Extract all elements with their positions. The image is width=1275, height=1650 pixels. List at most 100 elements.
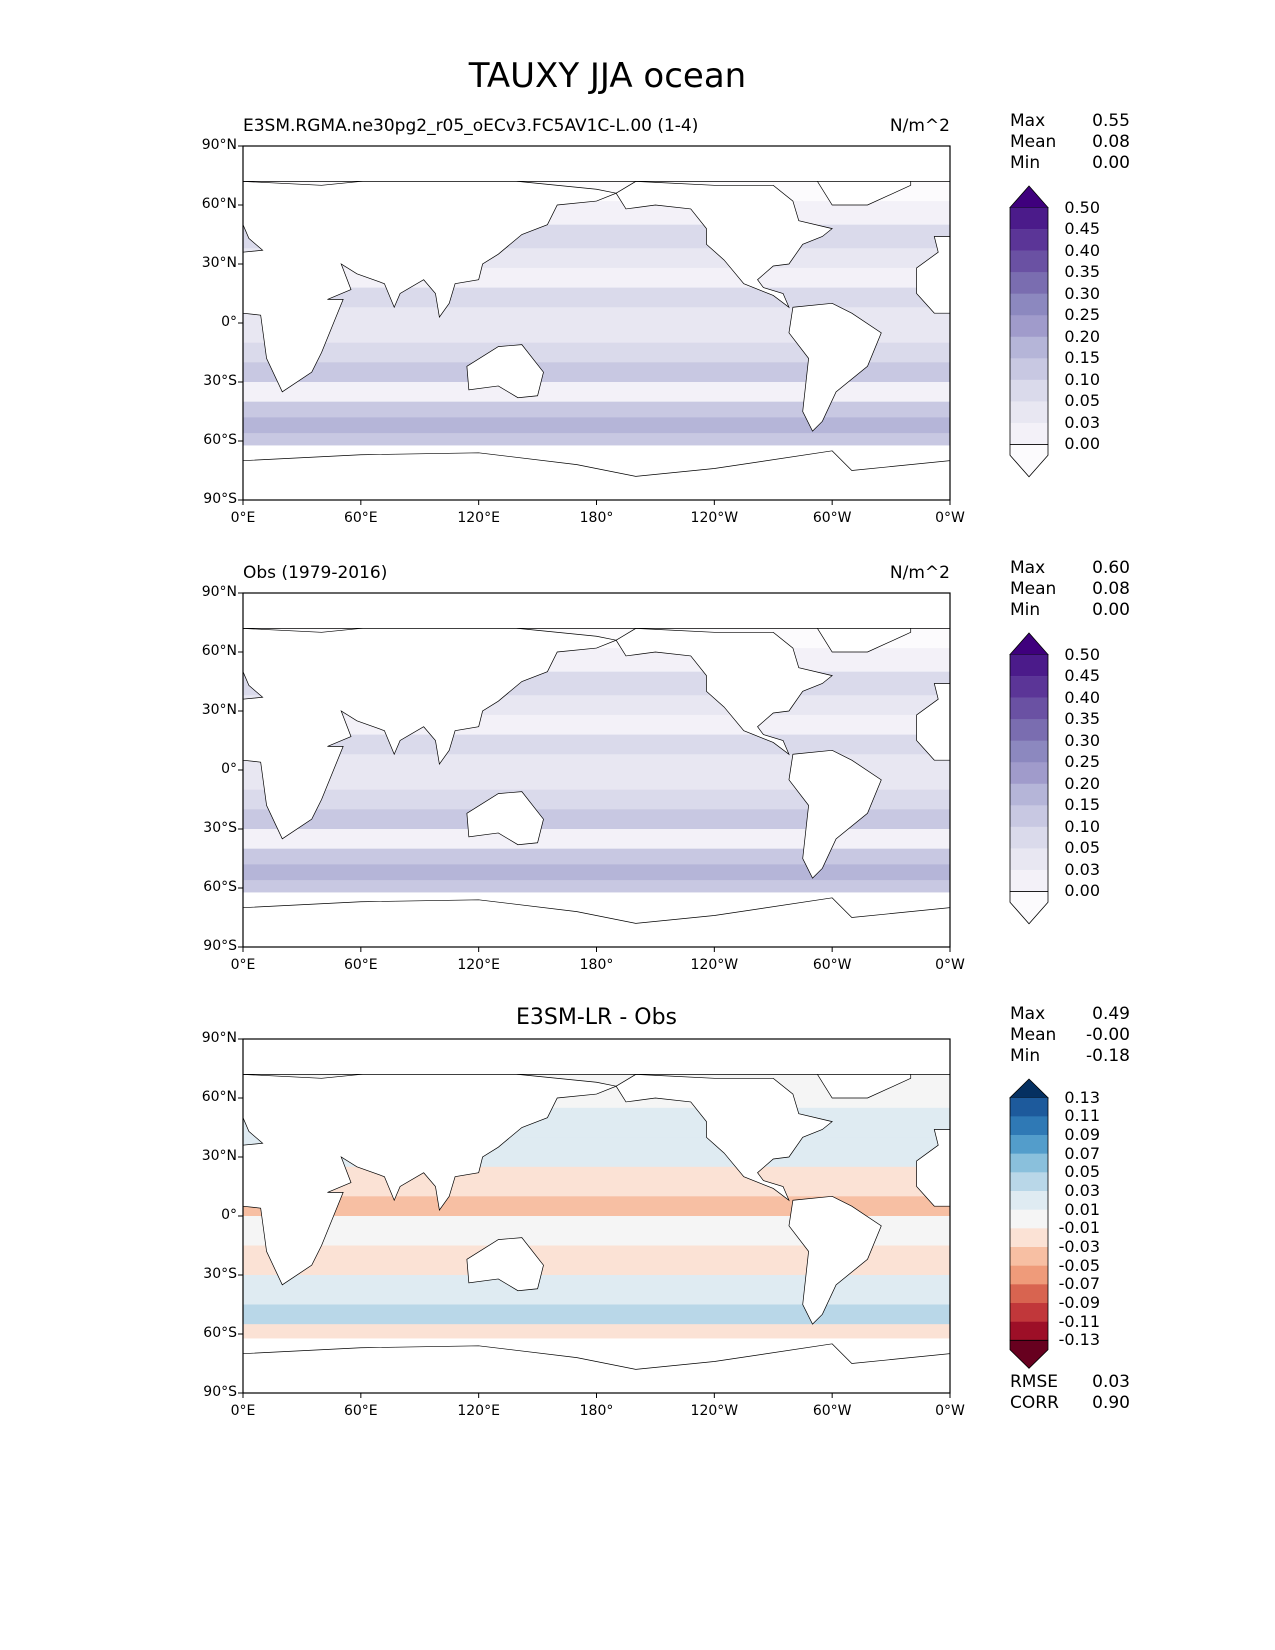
figure-title: TAUXY JJA ocean (468, 56, 747, 96)
lon-tick-label: 0°E (230, 510, 256, 526)
stat-value-mean: 0.08 (1092, 579, 1130, 599)
colorbar-segment (1010, 401, 1048, 424)
lon-tick-label: 60°E (343, 1403, 378, 1419)
stat-value-min: 0.00 (1092, 153, 1130, 173)
colorbar-segment (1010, 1191, 1048, 1210)
contour-band (243, 809, 950, 830)
lat-tick-label: 90°N (201, 137, 237, 153)
colorbar-segment (1010, 379, 1048, 402)
colorbar-segment (1010, 1228, 1048, 1248)
stat-label-mean: Mean (1010, 579, 1057, 599)
map-panel-3 (238, 1038, 951, 1398)
contour-band (243, 848, 950, 865)
colorbar-tick-label: 0.03 (1064, 412, 1100, 432)
units-label: N/m^2 (889, 563, 950, 583)
contour-band (243, 864, 950, 881)
lon-tick-label: 60°W (812, 1403, 852, 1419)
colorbar-tick-label: -0.09 (1058, 1293, 1100, 1312)
lat-tick-label: 60°S (203, 879, 237, 895)
contour-band (243, 401, 950, 418)
colorbar-tick-label: 0.05 (1064, 1162, 1100, 1182)
colorbar-segment (1010, 1321, 1048, 1341)
colorbar (1009, 1078, 1049, 1369)
colorbar-tick-label: 0.15 (1064, 795, 1100, 815)
lat-tick-label: 60°S (203, 1325, 237, 1341)
lon-tick-label: 0°W (935, 510, 965, 526)
colorbar-extend-max (1009, 185, 1049, 208)
colorbar-tick-label: 0.03 (1064, 1181, 1100, 1200)
colorbar-tick-label: 0.10 (1064, 369, 1100, 389)
contour-band (243, 342, 950, 363)
colorbar-extend-max (1009, 1078, 1049, 1099)
lat-tick-label: 90°S (203, 1384, 237, 1400)
continent-outline (916, 1129, 951, 1207)
lat-tick-label: 0° (221, 1207, 237, 1223)
panel-title: E3SM.RGMA.ne30pg2_r05_oECv3.FC5AV1C-L.00… (243, 116, 699, 136)
continent-outline (242, 169, 618, 393)
continent-outline (916, 683, 951, 761)
colorbar-segment (1010, 1303, 1048, 1322)
colorbar-segment (1010, 250, 1048, 273)
colorbar-segment (1010, 805, 1048, 828)
colorbar-segment (1010, 719, 1048, 741)
contour-band (243, 382, 950, 403)
map-panel-1 (238, 145, 951, 505)
colorbar-tick-label: 0.20 (1064, 326, 1100, 346)
colorbar-tick-label: 0.11 (1064, 1106, 1100, 1126)
contour-band (243, 770, 950, 791)
continent-outline (466, 344, 544, 399)
lon-tick-label: 0°E (230, 1403, 256, 1419)
colorbar-segment (1010, 1116, 1048, 1136)
colorbar-segment (1010, 1247, 1048, 1266)
stat-label-rmse: RMSE (1010, 1372, 1059, 1392)
stat-value-max: 0.60 (1092, 558, 1130, 578)
continent-outline (916, 236, 951, 314)
lon-tick-label: 180° (579, 957, 614, 973)
continent-outline (242, 616, 618, 840)
colorbar-tick-label: 0.05 (1064, 391, 1100, 411)
stat-value-min: 0.00 (1092, 600, 1130, 620)
stat-value-mean: 0.08 (1092, 132, 1130, 152)
colorbar-tick-label: 0.40 (1064, 687, 1100, 707)
lat-tick-label: 60°N (201, 643, 237, 659)
lat-tick-label: 30°N (201, 255, 237, 271)
continent-outline (242, 450, 951, 501)
contour-band (243, 1304, 950, 1325)
colorbar-tick-label: 0.50 (1064, 644, 1100, 664)
colorbar-segment (1010, 676, 1048, 698)
colorbar (1009, 185, 1049, 478)
contour-band (243, 433, 950, 446)
continent-outline (242, 897, 951, 948)
stat-value-min: -0.18 (1086, 1046, 1130, 1066)
colorbar-tick-label: 0.25 (1064, 305, 1100, 325)
stat-label-corr: CORR (1010, 1393, 1059, 1413)
units-label: N/m^2 (889, 116, 950, 136)
colorbar-tick-label: 0.30 (1064, 730, 1100, 750)
lat-tick-label: 90°N (201, 1030, 237, 1046)
colorbar-tick-label: -0.03 (1058, 1237, 1100, 1256)
colorbar-segment (1010, 1265, 1048, 1285)
contour-band (243, 307, 950, 324)
colorbar-segment (1010, 1097, 1048, 1117)
colorbar-tick-label: 0.01 (1064, 1199, 1100, 1219)
stat-label-mean: Mean (1010, 132, 1057, 152)
colorbar-segment (1010, 783, 1048, 806)
contour-band (243, 417, 950, 434)
colorbar-tick-label: -0.01 (1058, 1218, 1100, 1238)
panel-title: E3SM-LR - Obs (516, 1005, 677, 1030)
colorbar-tick-label: 0.00 (1064, 881, 1100, 901)
colorbar-tick-label: -0.13 (1058, 1330, 1100, 1350)
stat-label-max: Max (1010, 1004, 1046, 1024)
colorbar-tick-label: 0.10 (1064, 816, 1100, 836)
colorbar-segment (1010, 869, 1048, 892)
colorbar-tick-label: 0.13 (1064, 1087, 1100, 1107)
colorbar-tick-label: 0.30 (1064, 283, 1100, 303)
stat-label-min: Min (1010, 1046, 1041, 1066)
continent-outline (242, 1343, 951, 1394)
continent-outline (242, 1038, 951, 1075)
continent-outline (615, 181, 833, 309)
lon-tick-label: 60°W (812, 510, 852, 526)
continent-outline (788, 302, 882, 432)
colorbar-segment (1010, 1172, 1048, 1192)
colorbar-tick-label: 0.07 (1064, 1143, 1100, 1163)
